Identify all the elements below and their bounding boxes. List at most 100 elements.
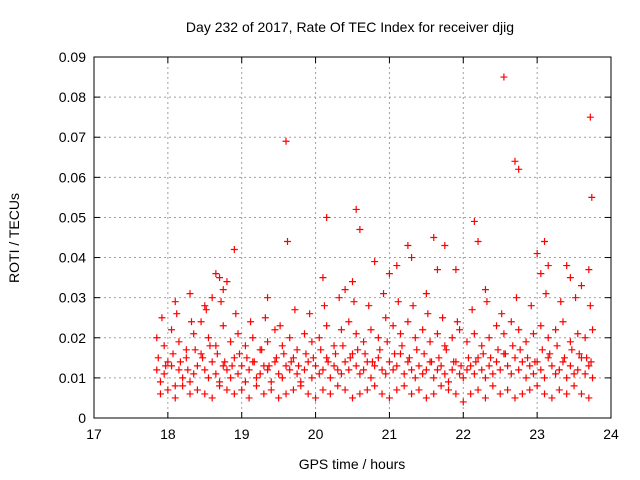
data-point (541, 374, 549, 382)
x-tick-label: 23 (529, 426, 545, 442)
data-point (529, 370, 537, 378)
data-point (175, 366, 183, 374)
data-point (264, 366, 272, 374)
data-point (204, 374, 212, 382)
data-point (563, 390, 571, 398)
data-point (213, 350, 221, 358)
data-point (201, 366, 209, 374)
data-point (315, 370, 323, 378)
data-point (504, 362, 512, 370)
data-point (221, 358, 229, 366)
data-point (182, 346, 190, 354)
data-point (474, 354, 482, 362)
data-point (228, 362, 236, 370)
data-point (430, 390, 438, 398)
data-point (289, 386, 297, 394)
data-point (481, 394, 489, 402)
data-point (509, 342, 517, 350)
data-point (548, 362, 556, 370)
data-point (319, 386, 327, 394)
data-point (433, 366, 441, 374)
data-point (563, 262, 571, 270)
data-point (341, 358, 349, 366)
data-point (557, 298, 565, 306)
data-point (518, 358, 526, 366)
data-point (574, 366, 582, 374)
data-point (337, 370, 345, 378)
data-point (276, 322, 284, 330)
data-point (337, 326, 345, 334)
data-point (537, 366, 545, 374)
data-point (154, 354, 162, 362)
data-point (345, 366, 353, 374)
data-point (360, 338, 368, 346)
data-point (456, 326, 464, 334)
data-point (234, 330, 242, 338)
data-point (408, 390, 416, 398)
data-point (284, 238, 292, 246)
data-point (297, 382, 305, 390)
data-point (448, 334, 456, 342)
data-point (380, 290, 388, 298)
data-point (422, 394, 430, 402)
data-point (393, 262, 401, 270)
data-point (264, 294, 272, 302)
data-point (179, 374, 187, 382)
data-point (352, 205, 360, 213)
data-point (409, 302, 417, 310)
data-point (295, 362, 303, 370)
data-point (267, 378, 275, 386)
data-point (243, 354, 251, 362)
data-point (264, 338, 272, 346)
data-point (585, 266, 593, 274)
data-point (306, 310, 314, 318)
data-point (227, 374, 235, 382)
data-point (419, 326, 427, 334)
data-point (304, 390, 312, 398)
data-point (515, 366, 523, 374)
data-point (485, 334, 493, 342)
data-point (560, 354, 568, 362)
data-point (319, 274, 327, 282)
data-point (394, 298, 402, 306)
x-tick-label: 24 (603, 426, 619, 442)
data-point (304, 358, 312, 366)
data-point (404, 242, 412, 250)
x-tick-label: 21 (382, 426, 398, 442)
data-point (586, 302, 594, 310)
data-point (382, 314, 390, 322)
data-point (552, 326, 560, 334)
data-point (360, 366, 368, 374)
data-point (265, 362, 273, 370)
data-point (496, 390, 504, 398)
data-point (160, 370, 168, 378)
data-point (168, 362, 176, 370)
data-point (474, 238, 482, 246)
data-point (468, 306, 476, 314)
data-point (199, 354, 207, 362)
data-point (365, 302, 373, 310)
data-point (459, 398, 467, 406)
data-point (411, 374, 419, 382)
data-point (197, 318, 205, 326)
data-point (472, 358, 480, 366)
data-point (548, 394, 556, 402)
data-point (374, 354, 382, 362)
data-point (481, 286, 489, 294)
data-point (411, 334, 419, 342)
data-point (478, 342, 486, 350)
data-point (404, 358, 412, 366)
data-point (420, 350, 428, 358)
data-point (261, 314, 269, 322)
data-point (385, 270, 393, 278)
data-point (456, 370, 464, 378)
data-point (453, 318, 461, 326)
data-point (272, 354, 280, 362)
data-point (555, 366, 563, 374)
data-point (324, 358, 332, 366)
data-point (346, 354, 354, 362)
data-point (538, 346, 546, 354)
data-point (397, 330, 405, 338)
data-point (463, 366, 471, 374)
